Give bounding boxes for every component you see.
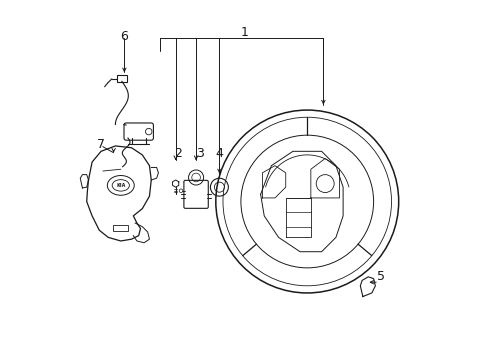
Text: 5: 5 (376, 270, 384, 283)
Text: 2: 2 (174, 147, 182, 159)
Text: 7: 7 (97, 138, 105, 150)
Text: 3: 3 (195, 147, 203, 159)
Text: 4: 4 (215, 147, 223, 159)
Text: KIA: KIA (116, 183, 125, 188)
Text: 1: 1 (240, 27, 248, 40)
Text: 6: 6 (120, 30, 128, 43)
